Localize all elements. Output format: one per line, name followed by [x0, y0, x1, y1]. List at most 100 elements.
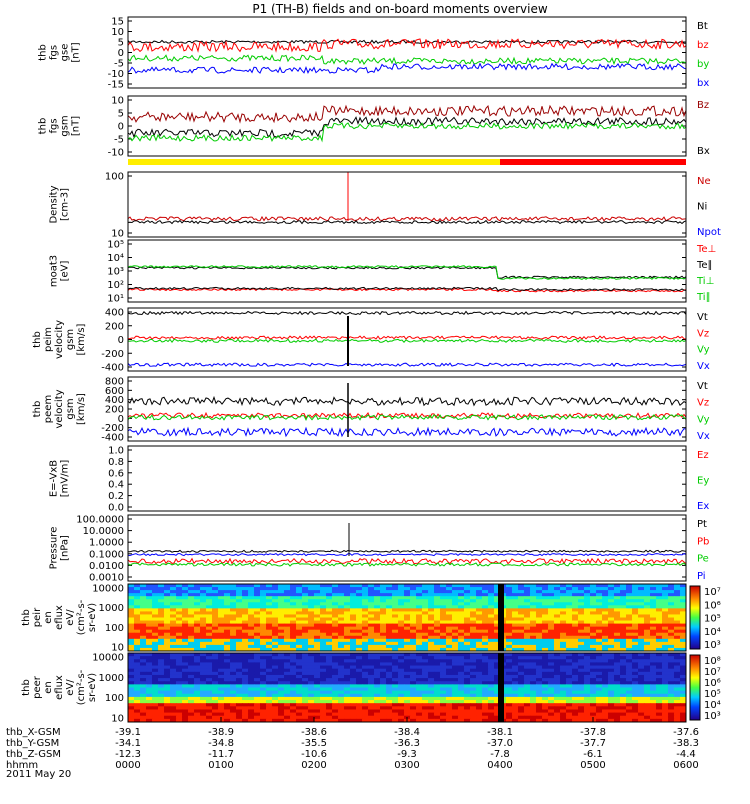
spectrogram-cell [362, 584, 369, 588]
spectrogram-cell [524, 703, 531, 707]
panel-frame [127, 445, 687, 512]
spectrogram-cell [428, 620, 435, 625]
spectrogram-cell [140, 602, 147, 606]
spectrogram-cell [470, 617, 477, 622]
spectrogram-cell [152, 656, 159, 660]
spectrogram-cell [542, 659, 549, 663]
spectrogram-cell [512, 596, 519, 600]
spectrogram-cell [182, 668, 189, 673]
spectrogram-cell [128, 587, 135, 591]
spectrogram-cell [458, 638, 465, 643]
spectrogram-cell [350, 700, 357, 704]
spectrogram-cell [128, 687, 135, 692]
spectrogram-cell [320, 668, 327, 673]
spectrogram-cell [134, 629, 141, 634]
spectrogram-cell [134, 644, 141, 649]
spectrogram-cell [674, 715, 681, 720]
spectrogram-cell [602, 653, 609, 657]
spectrogram-cell [680, 632, 687, 637]
spectrogram-cell [314, 629, 321, 634]
spectrogram-cell [602, 641, 609, 646]
spectrogram-cell [296, 709, 303, 714]
spectrogram-cell [200, 671, 207, 676]
spectrogram-cell [674, 635, 681, 640]
spectrogram-cell [644, 629, 651, 634]
spectrogram-cell [410, 632, 417, 637]
spectrogram-cell [386, 659, 393, 663]
spectrogram-cell [494, 590, 501, 594]
spectrogram-cell [368, 662, 375, 667]
spectrogram-cell [236, 709, 243, 714]
spectrogram-cell [620, 632, 627, 637]
spectrogram-cell [530, 620, 537, 625]
spectrogram-cell [662, 608, 669, 612]
spectrogram-cell [668, 626, 675, 631]
spectrogram-cell [656, 659, 663, 663]
spectrogram-cell [338, 620, 345, 625]
spectrogram-cell [482, 638, 489, 643]
spectrogram-cell [302, 629, 309, 634]
spectrogram-cell [494, 647, 501, 652]
spectrogram-cell [452, 709, 459, 714]
spectrogram-cell [254, 674, 261, 679]
spectrogram-cell [320, 706, 327, 710]
spectrogram-cell [608, 681, 615, 685]
spectrogram-cell [464, 718, 471, 723]
spectrogram-cell [446, 614, 453, 618]
spectrogram-cell [218, 599, 225, 603]
spectrogram-cell [536, 684, 543, 688]
spectrogram-cell [632, 647, 639, 652]
spectrogram-cell [260, 605, 267, 609]
spectrogram-cell [194, 593, 201, 597]
spectrogram-cell [578, 593, 585, 597]
spectrogram-cell [680, 611, 687, 615]
spectrogram-cell [554, 687, 561, 692]
spectrogram-cell [344, 632, 351, 637]
spectrogram-cell [428, 611, 435, 615]
spectrogram-cell [572, 665, 579, 670]
spectrogram-cell [194, 584, 201, 588]
spectrogram-cell [188, 605, 195, 609]
spectrogram-cell [392, 596, 399, 600]
legend-Ex: Ex [697, 501, 709, 512]
spectrogram-cell [284, 605, 291, 609]
spectrogram-cell [446, 611, 453, 615]
ephemeris-value: -12.3 [115, 749, 141, 760]
spectrogram-cell [470, 684, 477, 688]
spectrogram-cell [206, 620, 213, 625]
spectrogram-cell [674, 693, 681, 698]
spectrogram-cell [320, 587, 327, 591]
spectrogram-cell [566, 608, 573, 612]
spectrogram-cell [344, 662, 351, 667]
spectrogram-cell [368, 693, 375, 698]
spectrogram-cell [440, 638, 447, 643]
spectrogram-cell [362, 693, 369, 698]
spectrogram-cell [494, 668, 501, 673]
spectrogram-cell [188, 620, 195, 625]
spectrogram-cell [284, 678, 291, 682]
spectrogram-cell [488, 626, 495, 631]
spectrogram-cell [662, 632, 669, 637]
ytick-label: 0 [118, 122, 124, 133]
spectrogram-cell [374, 706, 381, 710]
spectrogram-cell [650, 608, 657, 612]
spectrogram-cell [188, 671, 195, 676]
spectrogram-cell [170, 638, 177, 643]
spectrogram-cell [554, 632, 561, 637]
spectrogram-cell [176, 602, 183, 606]
spectrogram-cell [560, 599, 567, 603]
spectrogram-cell [320, 608, 327, 612]
spectrogram-cell [536, 635, 543, 640]
spectrogram-cell [608, 596, 615, 600]
spectrogram-cell [524, 678, 531, 682]
spectrogram-cell [674, 647, 681, 652]
spectrogram-cell [410, 608, 417, 612]
spectrogram-cell [644, 653, 651, 657]
spectrogram-cell [290, 681, 297, 685]
spectrogram-cell [518, 599, 525, 603]
spectrogram-cell [164, 678, 171, 682]
spectrogram-cell [428, 599, 435, 603]
spectrogram-cell [392, 632, 399, 637]
spectrogram-cell [212, 626, 219, 631]
spectrogram-cell [140, 614, 147, 618]
